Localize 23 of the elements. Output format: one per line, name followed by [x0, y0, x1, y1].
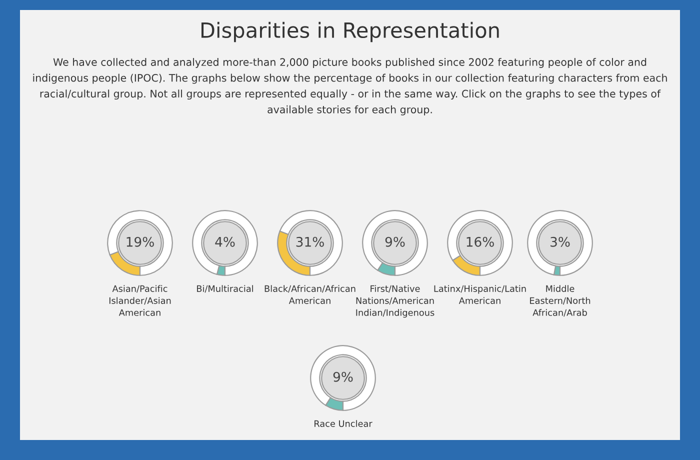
slice-label: Bi/Multiracial — [197, 285, 253, 293]
text: 9% — [333, 372, 353, 382]
donut-slice — [279, 210, 343, 276]
text: 16% — [466, 236, 494, 247]
text: 31% — [296, 236, 324, 247]
slice-label: Latinx/Hispanic/Latin American — [434, 285, 526, 304]
slice-label: Middle Eastern/North African/Arab — [530, 285, 590, 317]
donut-slice — [362, 210, 428, 276]
text: 3% — [550, 236, 570, 247]
donut-slice — [192, 210, 258, 276]
donut-slice — [107, 210, 173, 276]
donut-slice — [527, 210, 593, 276]
text: 19% — [126, 236, 154, 247]
slice-label: Asian/Pacific Islander/Asian American — [109, 285, 171, 316]
text: 9% — [385, 236, 405, 247]
text: We have collected and analyzed more-than 2,000 picture books published since 2002 featuring people of color and indigenous people (IPOC). The graphs below show the percentage of books in our collection featuring characters from each racial/cultural group. Not all groups are represented equally - or in the same way. Click on the graphs to see the types of available stories for each group. — [33, 58, 667, 116]
slice-label: First/Native Nations/American Indian/Indigenous — [356, 285, 434, 318]
donut-slice — [447, 210, 513, 276]
text: Disparities in Representation — [201, 22, 499, 42]
text: 4% — [215, 236, 235, 247]
slice-label: Black/African/African American — [264, 285, 356, 304]
slice-label: Race Unclear — [314, 420, 372, 427]
donut-slice — [310, 345, 376, 411]
